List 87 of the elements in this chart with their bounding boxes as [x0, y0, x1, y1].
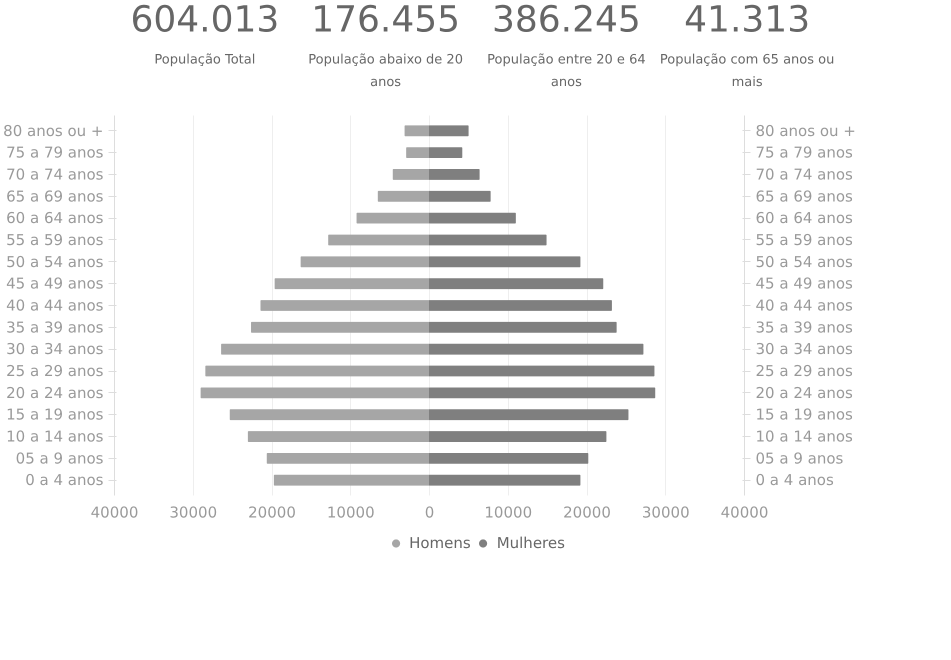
y2-tick-label: 60 a 64 anos — [6, 209, 104, 228]
y-tick-label: 75 a 79 anos — [756, 144, 854, 162]
bar — [429, 190, 491, 202]
y-tick-label: 30 a 34 anos — [756, 340, 854, 358]
bar — [429, 322, 617, 333]
bar — [429, 300, 612, 311]
y2-tick-label: 45 a 49 anos — [6, 274, 104, 293]
y2-tick-label: 50 a 54 anos — [6, 252, 104, 271]
y-tick-label: 45 a 49 anos — [756, 274, 854, 293]
bar — [251, 322, 430, 333]
bar — [205, 366, 430, 376]
text: 176.455 — [311, 0, 460, 40]
x-tick-label: 10000 — [484, 504, 532, 522]
bar — [378, 190, 430, 202]
y-tick-label: 05 a 9 anos — [756, 449, 844, 468]
x-tick-label: 40000 — [90, 504, 138, 522]
x-tick-label: 30000 — [642, 504, 690, 522]
y-tick-label: 35 a 39 anos — [756, 318, 854, 336]
x-tick-label: 0 — [424, 504, 434, 522]
bar — [221, 344, 430, 355]
y2-tick-label: 40 a 44 anos — [6, 296, 104, 314]
text: 604.013 — [130, 0, 280, 40]
x-tick-label: 30000 — [169, 504, 218, 522]
bar — [200, 387, 430, 398]
bar — [429, 387, 656, 398]
legend-label: Homens — [409, 534, 471, 552]
bar — [429, 234, 547, 246]
text: 41.313 — [684, 0, 810, 40]
y2-tick-label: 70 a 74 anos — [6, 165, 104, 184]
bar — [274, 278, 430, 290]
bar — [429, 409, 628, 420]
bar — [429, 344, 644, 355]
x-tick-label: 20000 — [248, 504, 296, 522]
text: População entre 20 e 64 anos — [487, 52, 646, 90]
bar — [429, 278, 604, 290]
y2-tick-label: 35 a 39 anos — [6, 318, 104, 336]
y-tick-label: 50 a 54 anos — [756, 252, 854, 271]
bar — [406, 147, 430, 158]
y2-tick-label: 55 a 59 anos — [6, 230, 104, 249]
x-tick-label: 40000 — [720, 504, 768, 522]
bar — [429, 256, 580, 268]
y-tick-label: 60 a 64 anos — [756, 209, 854, 228]
bar — [230, 409, 430, 420]
bar — [429, 169, 480, 180]
bar — [429, 366, 654, 376]
y-tick-label: 55 a 59 anos — [756, 230, 854, 249]
y2-tick-label: 30 a 34 anos — [6, 340, 104, 358]
y-tick-label: 40 a 44 anos — [756, 296, 854, 314]
y-tick-label: 20 a 24 anos — [756, 384, 854, 402]
bar — [429, 147, 462, 158]
y-tick-label: 65 a 69 anos — [756, 187, 854, 206]
y2-tick-label: 75 a 79 anos — [6, 144, 104, 162]
y2-tick-label: 80 anos ou + — [3, 122, 104, 140]
y-tick-label: 70 a 74 anos — [756, 165, 854, 184]
bar — [429, 431, 606, 442]
bar — [429, 474, 580, 486]
bar — [266, 452, 430, 464]
y-tick-label: 15 a 19 anos — [756, 406, 854, 424]
x-tick-label: 20000 — [563, 504, 611, 522]
bar — [404, 125, 430, 136]
text: 386.245 — [492, 0, 641, 40]
bar — [248, 431, 430, 442]
y-tick-label: 10 a 14 anos — [756, 428, 854, 446]
y2-tick-label: 0 a 4 anos — [25, 471, 104, 490]
y2-tick-label: 20 a 24 anos — [6, 384, 104, 402]
bar — [300, 256, 430, 268]
x-tick-label: 10000 — [326, 504, 375, 522]
bar — [328, 234, 430, 246]
legend-label: Mulheres — [496, 534, 565, 552]
y2-tick-label: 10 a 14 anos — [6, 428, 104, 446]
bar — [392, 169, 430, 180]
y2-tick-label: 05 a 9 anos — [16, 449, 104, 468]
y2-tick-label: 65 a 69 anos — [6, 187, 104, 206]
y2-tick-label: 25 a 29 anos — [6, 362, 104, 380]
y-tick-label: 0 a 4 anos — [756, 471, 834, 490]
bar — [429, 212, 516, 224]
bar — [429, 452, 588, 464]
text: População abaixo de 20 anos — [308, 52, 463, 90]
text: População Total — [154, 52, 256, 68]
y-tick-label: 80 anos ou + — [756, 122, 856, 140]
bar — [429, 125, 469, 136]
bar — [274, 474, 430, 486]
y-tick-label: 25 a 29 anos — [756, 362, 854, 380]
bar — [260, 300, 430, 311]
text: População com 65 anos ou mais — [660, 52, 834, 90]
y2-tick-label: 15 a 19 anos — [6, 406, 104, 424]
bar — [356, 212, 430, 224]
